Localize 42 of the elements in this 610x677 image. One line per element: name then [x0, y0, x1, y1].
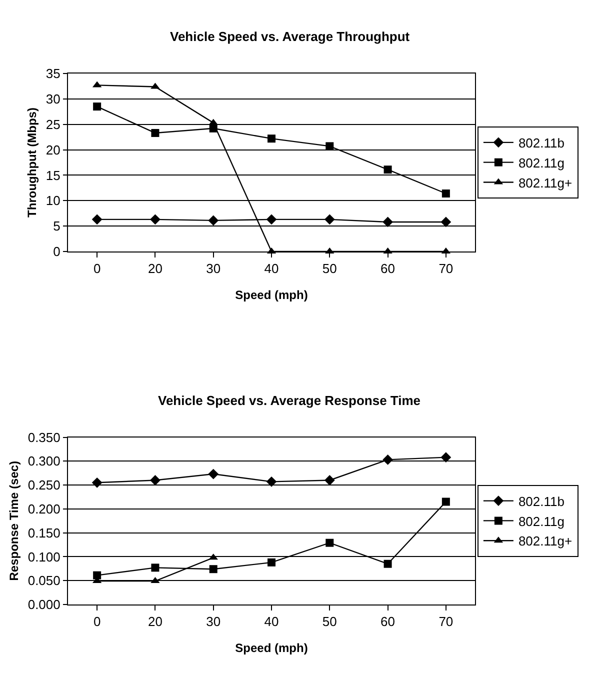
y-tick-label: 25 [46, 116, 60, 132]
x-tick-label: 50 [322, 261, 337, 276]
y-tick-label: 0.300 [28, 454, 60, 469]
x-tick-label: 20 [148, 261, 162, 276]
y-tick-label: 0.150 [28, 525, 60, 540]
x-tick-label: 40 [264, 261, 279, 276]
y-tick-label: 15 [46, 168, 60, 183]
legend-label: 802.11g+ [518, 175, 572, 190]
y-tick-label: 10 [46, 193, 60, 208]
x-tick-label: 60 [380, 261, 396, 276]
y-tick-label: 0 [53, 244, 60, 260]
legend-label: 802.11g+ [518, 534, 572, 549]
x-tick-label: 60 [380, 614, 396, 630]
x-tick-label: 20 [148, 614, 162, 630]
x-tick-label: 70 [438, 261, 454, 276]
x-tick-label: 30 [206, 614, 221, 630]
y-tick-label: 0.250 [28, 478, 60, 493]
y-axis-title: Throughput (Mbps) [25, 107, 40, 218]
y-tick-label: 0.100 [28, 549, 60, 564]
x-axis-title: Speed (mph) [235, 288, 308, 302]
y-tick-label: 20 [46, 142, 60, 158]
y-tick-label: 30 [46, 91, 60, 106]
y-tick-label: 0.350 [28, 430, 60, 445]
y-tick-label: 5 [53, 218, 60, 234]
x-tick-label: 50 [322, 614, 337, 630]
x-tick-label: 40 [264, 614, 279, 630]
legend-label: 802.11b [518, 135, 564, 150]
legend-label: 802.11g [518, 155, 564, 170]
y-axis-title: Response Time (sec) [7, 460, 22, 581]
y-tick-label: 0.000 [28, 597, 60, 612]
x-tick-label: 30 [206, 261, 221, 276]
x-tick-label: 70 [438, 614, 454, 630]
y-tick-label: 0.200 [28, 501, 60, 516]
legend-label: 802.11b [518, 494, 564, 509]
x-axis-title: Speed (mph) [235, 640, 308, 655]
chart-title: Vehicle Speed vs. Average Response Time [158, 393, 421, 408]
y-tick-label: 0.050 [28, 573, 60, 588]
x-tick-label: 0 [93, 614, 101, 630]
chart-title: Vehicle Speed vs. Average Throughput [170, 29, 410, 44]
legend-label: 802.11g [518, 514, 564, 529]
x-tick-label: 0 [93, 261, 101, 276]
y-tick-label: 35 [46, 66, 60, 82]
